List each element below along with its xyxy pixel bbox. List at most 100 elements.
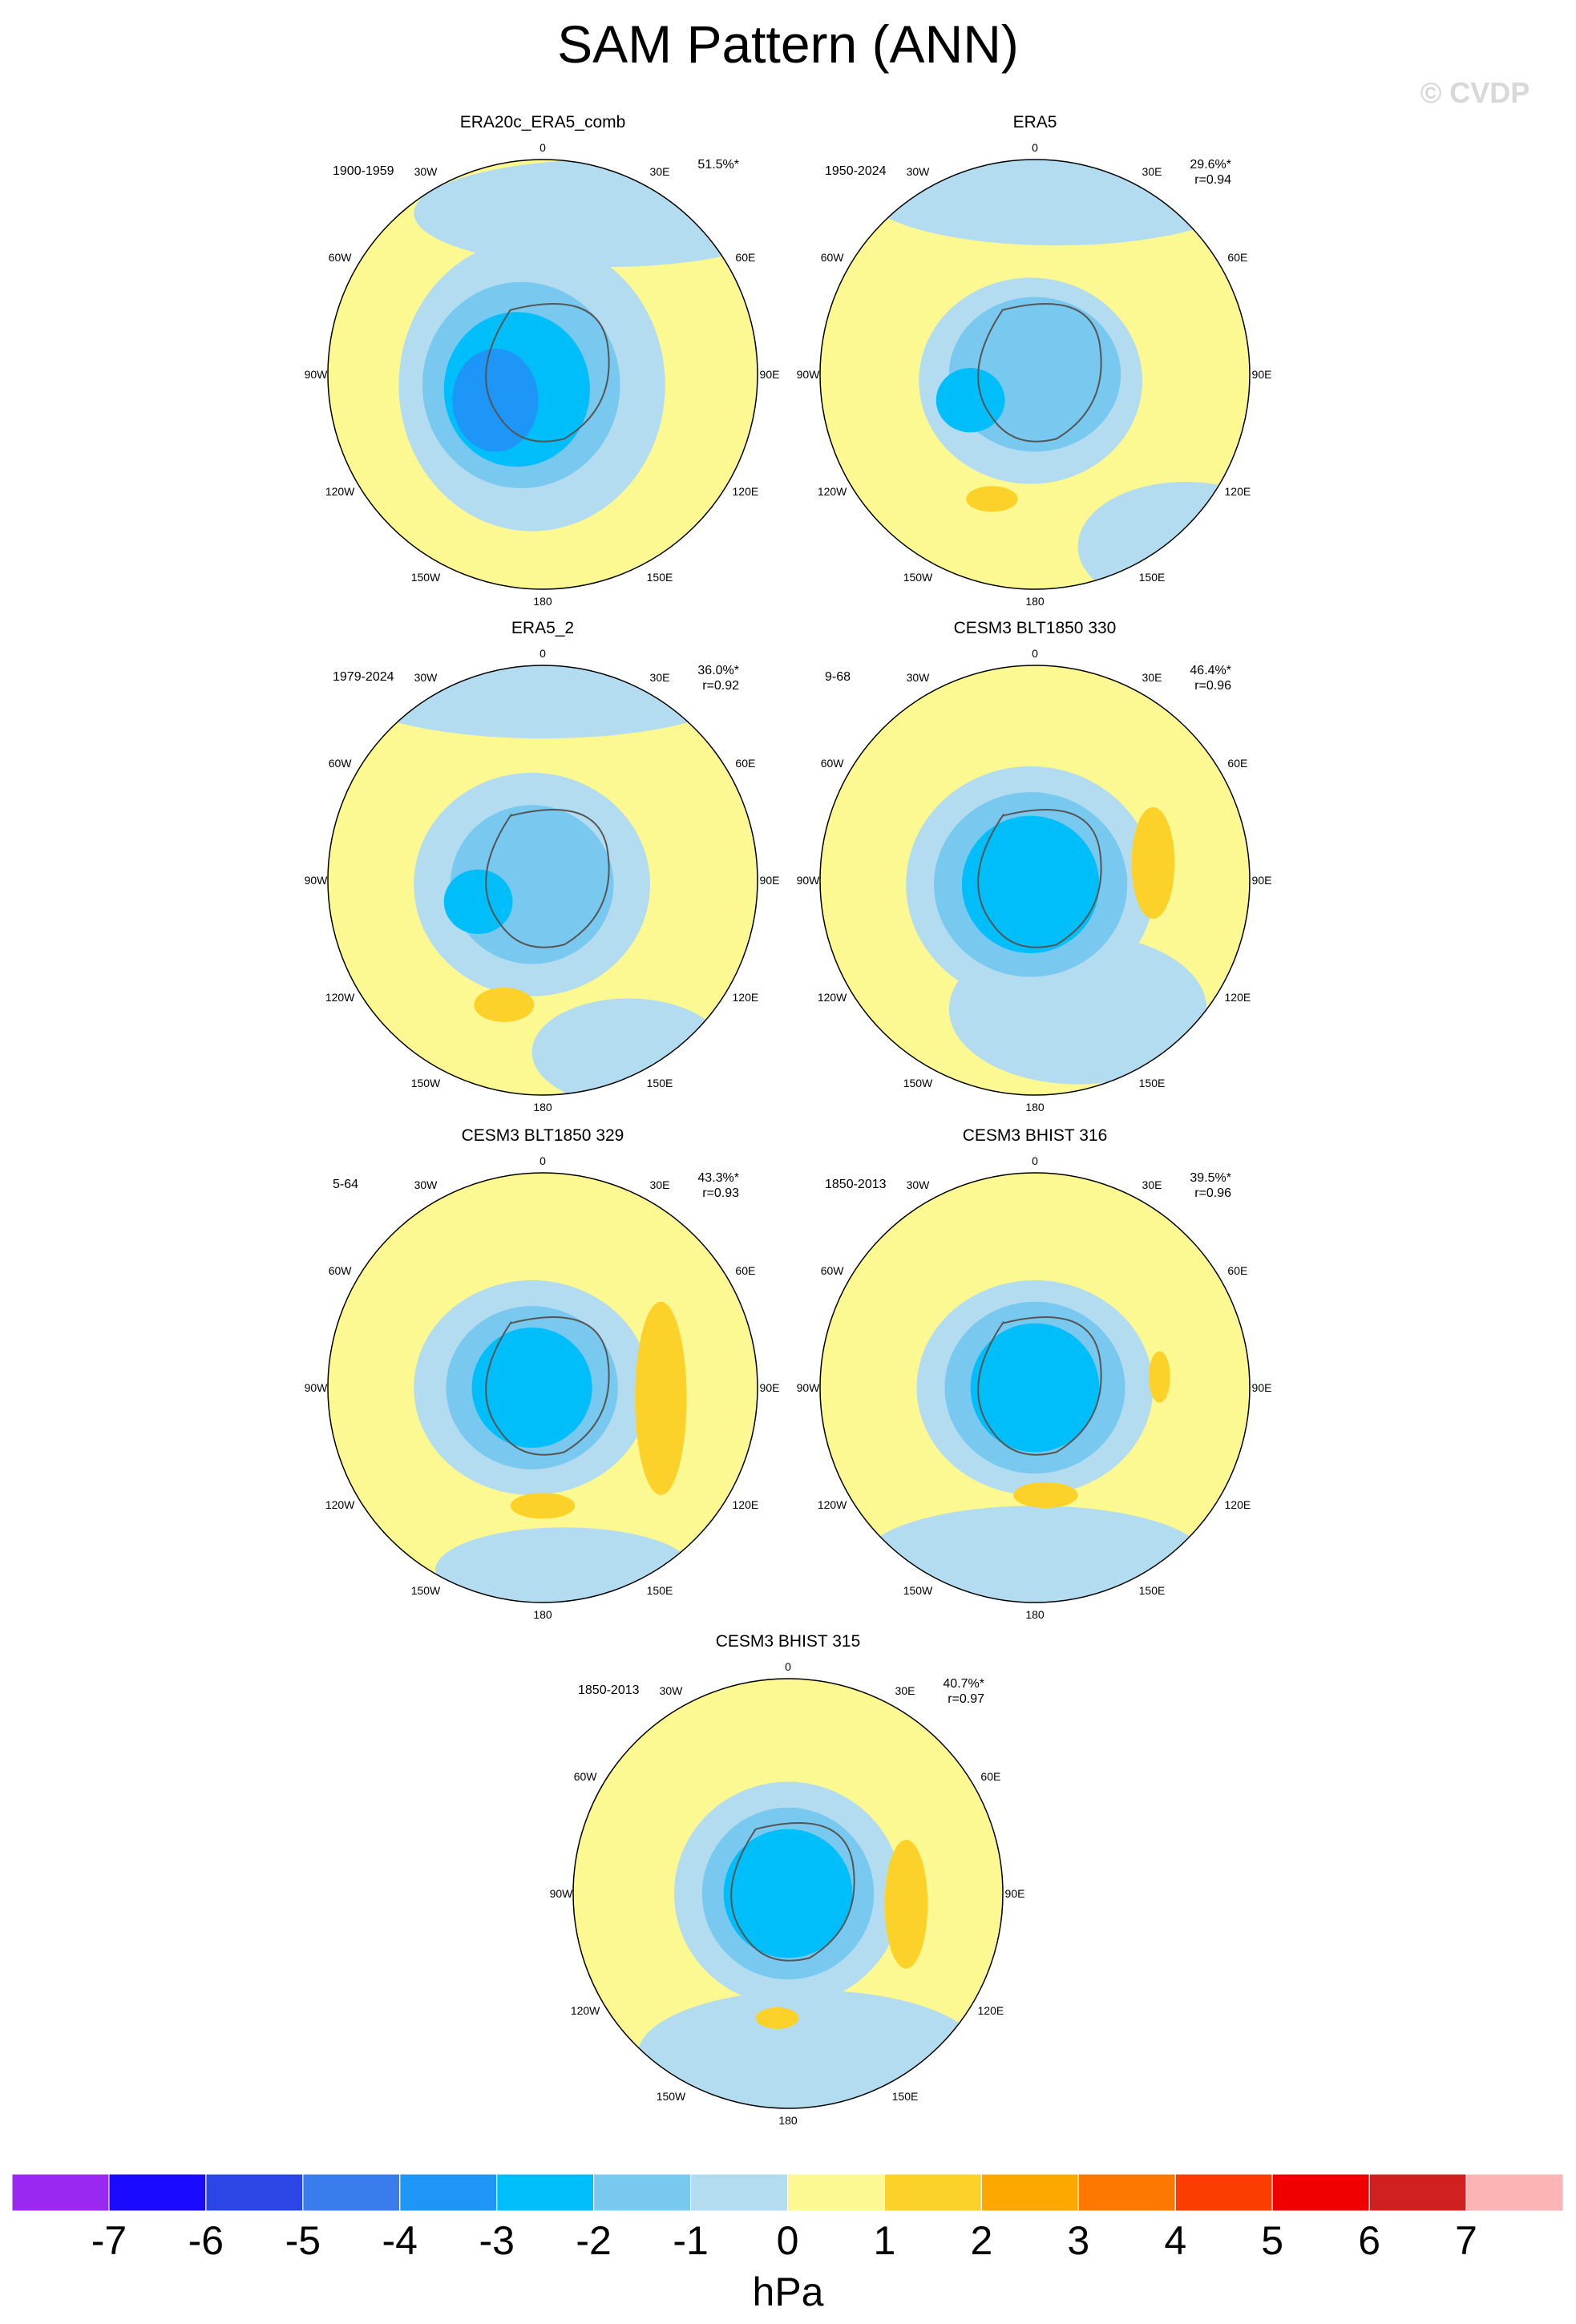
longitude-label: 120E xyxy=(1225,991,1251,1004)
map-border xyxy=(819,665,1251,1096)
longitude-label: 30E xyxy=(1142,1178,1162,1191)
longitude-label: 150E xyxy=(1139,571,1166,584)
watermark: © CVDP xyxy=(1420,76,1530,109)
map-field xyxy=(820,160,1250,589)
longitude-label: 120W xyxy=(818,991,847,1004)
panel-period: 1979-2024 xyxy=(333,670,394,684)
panel-period: 1850-2013 xyxy=(578,1683,640,1697)
panel-period: 1950-2024 xyxy=(825,164,887,178)
contour-fill xyxy=(884,1840,928,1969)
panel-correlation: r=0.93 xyxy=(702,1186,739,1200)
colorbar-swatch xyxy=(399,2173,498,2212)
longitude-label: 180 xyxy=(778,2114,798,2127)
contour-fill xyxy=(435,1527,693,1603)
longitude-label: 120W xyxy=(818,485,847,498)
longitude-label: 120W xyxy=(325,991,355,1004)
map-field xyxy=(328,160,758,589)
longitude-label: 60W xyxy=(821,757,845,770)
contour-fill xyxy=(474,988,535,1022)
colorbar-swatch xyxy=(1465,2173,1564,2212)
map-panel: ERA5_2 1979-2024 36.0%* r=0.92 0 30E 60E 90E 120… xyxy=(305,619,780,1113)
colorbar-swatch xyxy=(11,2173,110,2212)
longitude-label: 30W xyxy=(660,1684,684,1697)
panel-period: 9-68 xyxy=(825,670,851,684)
longitude-label: 120E xyxy=(733,485,759,498)
longitude-label: 30W xyxy=(907,1178,931,1191)
coastline xyxy=(977,808,1102,948)
longitude-label: 150W xyxy=(411,1584,441,1597)
map-border xyxy=(327,159,758,590)
map-panel: ERA20c_ERA5_comb 1900-1959 51.5%* 0 30E 60E 90… xyxy=(305,113,780,608)
longitude-label: 60E xyxy=(735,757,755,770)
coastline xyxy=(485,1316,610,1456)
longitude-label: 30E xyxy=(1142,671,1162,684)
colorbar-label: 4 xyxy=(1164,2218,1186,2263)
colorbar-label: 5 xyxy=(1261,2218,1283,2263)
longitude-label: 90W xyxy=(305,874,329,887)
colorbar-label: -7 xyxy=(91,2218,127,2263)
longitude-label: 150E xyxy=(892,2090,919,2103)
colorbar-swatch xyxy=(496,2173,595,2212)
contour-fill xyxy=(1013,1481,1078,1509)
longitude-label: 150W xyxy=(411,571,441,584)
longitude-label: 60W xyxy=(329,1264,353,1277)
panel-variance: 51.5%* xyxy=(697,158,739,172)
longitude-label: 150W xyxy=(903,1077,933,1089)
contour-fill xyxy=(635,1301,687,1495)
colorbar-swatch xyxy=(205,2173,304,2212)
longitude-label: 150E xyxy=(647,1584,673,1597)
longitude-label: 120E xyxy=(733,1498,759,1511)
contour-fill xyxy=(755,2007,799,2029)
panel-variance: 29.6%* xyxy=(1190,158,1231,172)
panel-variance: 36.0%* xyxy=(697,664,739,677)
longitude-label: 120W xyxy=(325,1498,355,1511)
colorbar-swatch xyxy=(1174,2173,1273,2212)
colorbar-unit: hPa xyxy=(753,2269,824,2314)
colorbar-label: -6 xyxy=(188,2218,224,2263)
longitude-label: 30E xyxy=(650,671,670,684)
longitude-label: 30E xyxy=(895,1684,915,1697)
map-border xyxy=(819,1172,1251,1603)
longitude-label: 180 xyxy=(533,1101,552,1113)
panel-correlation: r=0.92 xyxy=(702,679,739,693)
longitude-label: 90E xyxy=(1252,874,1272,887)
colorbar-label: 2 xyxy=(970,2218,992,2263)
colorbar-label: -2 xyxy=(576,2218,611,2263)
longitude-label: 120E xyxy=(978,2004,1004,2017)
longitude-label: 150E xyxy=(1139,1584,1166,1597)
panel-correlation: r=0.94 xyxy=(1194,173,1231,187)
longitude-label: 30E xyxy=(1142,165,1162,178)
contour-fill xyxy=(452,348,539,452)
map-border xyxy=(572,1678,1004,2109)
longitude-label: 90W xyxy=(797,874,821,887)
longitude-label: 90E xyxy=(1252,1381,1272,1394)
colorbar-swatch xyxy=(883,2173,982,2212)
panel-title: CESM3 BHIST 315 xyxy=(716,1632,861,1651)
longitude-label: 180 xyxy=(1025,1608,1045,1621)
longitude-label: 60W xyxy=(821,1264,845,1277)
contour-fill xyxy=(966,486,1018,512)
longitude-label: 150E xyxy=(1139,1077,1166,1089)
longitude-label: 30W xyxy=(414,1178,438,1191)
colorbar-label: 1 xyxy=(874,2218,896,2263)
longitude-label: 0 xyxy=(539,1154,546,1167)
longitude-label: 90W xyxy=(305,368,329,381)
contour-fill xyxy=(961,815,1100,954)
map-border xyxy=(327,1172,758,1603)
coastline xyxy=(977,302,1102,443)
colorbar-label: 7 xyxy=(1455,2218,1477,2263)
panel-variance: 43.3%* xyxy=(697,1171,739,1185)
longitude-label: 150W xyxy=(657,2090,686,2103)
map-field xyxy=(328,1173,758,1603)
longitude-label: 150W xyxy=(903,571,933,584)
longitude-label: 150E xyxy=(647,571,673,584)
longitude-label: 180 xyxy=(1025,1101,1045,1113)
map-panel: ERA5 1950-2024 29.6%*r=0.94 0 30E 60E 90E 120E 1… xyxy=(797,113,1272,608)
longitude-label: 90E xyxy=(760,874,780,887)
longitude-label: 90E xyxy=(1252,368,1272,381)
longitude-label: 60E xyxy=(1227,757,1247,770)
colorbar-label: 6 xyxy=(1358,2218,1380,2263)
colorbar-label: -3 xyxy=(479,2218,514,2263)
longitude-label: 60W xyxy=(329,757,353,770)
